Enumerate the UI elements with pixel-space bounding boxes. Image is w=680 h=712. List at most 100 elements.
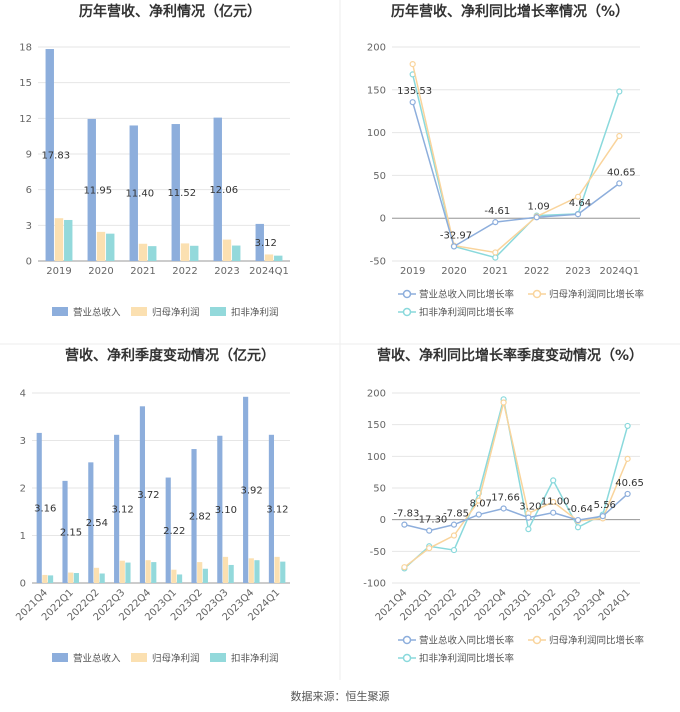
legend: 营业总收入 归母净利润 扣非净利润 xyxy=(52,307,279,319)
legend-item[interactable]: 营业总收入同比增长率 xyxy=(398,635,515,647)
series-path xyxy=(404,493,629,532)
y-tick-label: 0 xyxy=(20,579,26,590)
data-label: -7.83 xyxy=(393,509,419,520)
legend-item[interactable]: 扣非净利润同比增长率 xyxy=(398,307,515,319)
bar xyxy=(255,223,264,261)
data-point xyxy=(574,193,582,200)
data-label: 11.00 xyxy=(541,497,570,508)
y-tick-label: 200 xyxy=(367,389,386,400)
bar xyxy=(145,560,151,583)
bar xyxy=(197,562,203,583)
data-label: -32.97 xyxy=(440,230,472,241)
bar xyxy=(217,435,223,583)
bar xyxy=(232,245,241,261)
data-point xyxy=(492,254,499,261)
data-label: 8.07 xyxy=(470,499,492,510)
data-label: -0.64 xyxy=(567,504,593,515)
legend-item[interactable]: 归母净利润 xyxy=(131,653,200,665)
bar xyxy=(248,558,254,583)
bar xyxy=(139,406,146,583)
data-label: 11.52 xyxy=(167,188,196,199)
y-tick-label: 4 xyxy=(20,389,26,400)
bar xyxy=(180,243,190,261)
y-axis-grid: -100 -50 0 50 100 150 200 xyxy=(363,389,640,590)
x-tick-label: 2020 xyxy=(88,266,113,277)
x-tick-label: 2021 xyxy=(130,266,155,277)
data-point xyxy=(450,243,458,250)
data-label: 40.65 xyxy=(615,478,644,489)
bar xyxy=(88,462,94,583)
y-tick-label: 0 xyxy=(26,257,32,268)
data-label: 17.66 xyxy=(491,492,520,503)
series-path xyxy=(411,63,620,254)
y-tick-label: 2 xyxy=(20,484,26,495)
bar xyxy=(268,434,275,583)
y-tick-label: 100 xyxy=(367,452,386,463)
y-tick-label: 0 xyxy=(380,515,386,526)
data-point xyxy=(500,505,507,512)
legend-item[interactable]: 归母净利润 xyxy=(131,307,200,319)
bar xyxy=(138,243,148,261)
data-labels: 135.53 -32.97 -4.61 1.09 4.64 40.65 xyxy=(397,86,635,241)
legend: 营业总收入 归母净利润 扣非净利润 xyxy=(52,653,279,665)
bar xyxy=(202,568,208,583)
data-label: 11.95 xyxy=(83,185,112,196)
bar xyxy=(73,573,79,583)
data-label: 12.06 xyxy=(209,185,238,196)
y-tick-label: 3 xyxy=(20,436,26,447)
data-label: 2.82 xyxy=(189,512,211,523)
data-label: -7.85 xyxy=(443,509,469,520)
x-axis: 2021Q42022Q12022Q22022Q32022Q42023Q12023… xyxy=(14,587,282,623)
data-point xyxy=(450,546,458,554)
data-label: -17.30 xyxy=(415,515,447,526)
series-line xyxy=(401,490,631,534)
data-point xyxy=(616,88,623,95)
y-tick-label: 9 xyxy=(26,150,32,161)
legend-item[interactable]: 营业总收入同比增长率 xyxy=(398,289,515,301)
y-axis-grid: 0 3 6 9 12 15 18 xyxy=(19,43,290,268)
data-label: 5.56 xyxy=(594,500,616,511)
data-point xyxy=(624,422,631,430)
bar xyxy=(45,49,54,261)
series-path xyxy=(403,402,629,568)
data-label: 3.10 xyxy=(215,505,237,516)
bar xyxy=(47,575,54,583)
bar xyxy=(191,449,197,583)
x-tick-label: 2022 xyxy=(172,266,197,277)
bar xyxy=(64,219,73,261)
data-point xyxy=(599,513,606,520)
bar xyxy=(148,246,157,261)
series-path xyxy=(403,399,629,569)
legend-item[interactable]: 营业总收入 xyxy=(52,307,121,319)
legend-item[interactable]: 扣非净利润 xyxy=(210,653,279,665)
legend-item[interactable]: 归母净利润同比增长率 xyxy=(528,635,645,647)
legend-item[interactable]: 归母净利润同比增长率 xyxy=(528,289,645,301)
data-point xyxy=(550,477,557,484)
data-label: 135.53 xyxy=(397,86,432,97)
legend-swatch xyxy=(210,653,226,662)
data-label: 3.92 xyxy=(240,485,262,496)
legend-item[interactable]: 营业总收入 xyxy=(52,653,121,665)
legend-label: 归母净利润同比增长率 xyxy=(549,635,645,647)
bar xyxy=(42,574,48,583)
legend-swatch-marker xyxy=(532,289,542,299)
legend-item[interactable]: 扣非净利润 xyxy=(210,307,279,319)
x-axis: 2019 2020 2021 2022 2023 2024Q1 xyxy=(46,266,289,277)
bar xyxy=(87,118,96,261)
bar xyxy=(222,556,229,583)
legend-item[interactable]: 扣非净利润同比增长率 xyxy=(398,653,515,665)
x-tick-label: 2024Q1 xyxy=(249,266,289,277)
data-point xyxy=(574,211,582,218)
data-point xyxy=(525,526,532,533)
bar xyxy=(171,569,177,583)
data-point xyxy=(616,180,623,187)
legend-label: 扣非净利润同比增长率 xyxy=(419,307,515,319)
legend-label: 扣非净利润 xyxy=(231,653,279,665)
legend-swatch xyxy=(131,653,147,662)
bar xyxy=(62,480,68,583)
data-label: 3.12 xyxy=(111,504,133,515)
legend-label: 归母净利润 xyxy=(152,307,200,319)
legend-swatch xyxy=(210,307,226,316)
